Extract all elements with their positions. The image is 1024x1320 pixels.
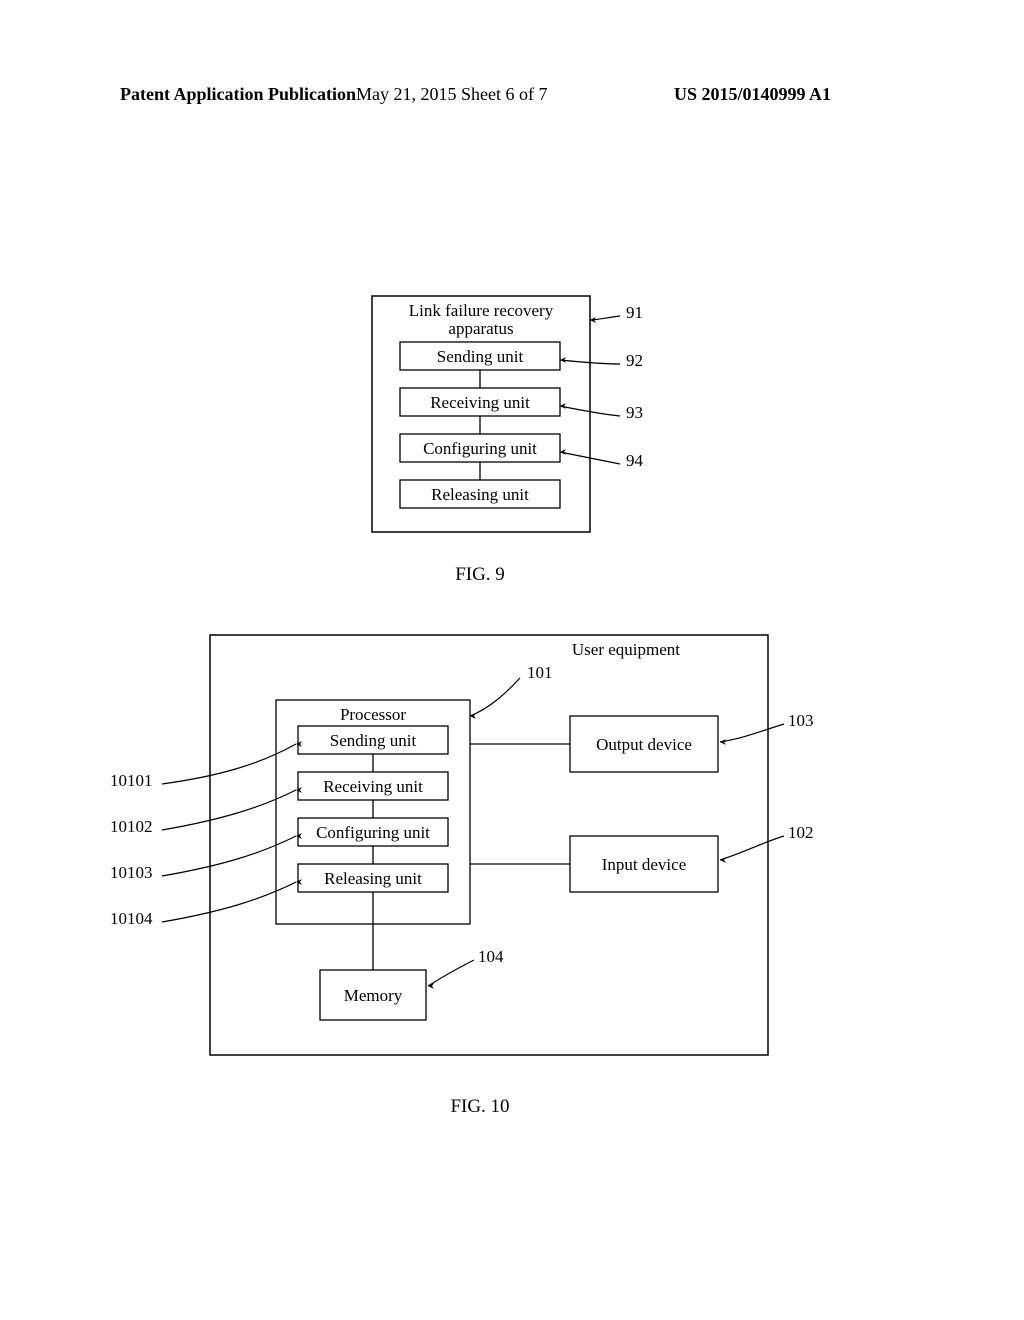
svg-text:Input device: Input device	[602, 855, 687, 874]
svg-text:10102: 10102	[110, 817, 153, 836]
svg-text:Output device: Output device	[596, 735, 692, 754]
svg-text:101: 101	[527, 663, 553, 682]
svg-text:10103: 10103	[110, 863, 153, 882]
svg-text:104: 104	[478, 947, 504, 966]
svg-text:FIG. 10: FIG. 10	[450, 1096, 509, 1117]
svg-text:Receiving unit: Receiving unit	[323, 777, 423, 796]
svg-text:10101: 10101	[110, 771, 153, 790]
svg-text:Configuring unit: Configuring unit	[316, 823, 430, 842]
svg-text:93: 93	[626, 403, 643, 422]
diagram-svg: Link failure recoveryapparatus Sending un…	[0, 0, 1024, 1320]
svg-text:Processor: Processor	[340, 705, 406, 724]
svg-text:92: 92	[626, 351, 643, 370]
svg-text:102: 102	[788, 823, 814, 842]
svg-text:103: 103	[788, 711, 814, 730]
svg-text:FIG. 9: FIG. 9	[455, 564, 505, 585]
svg-text:Releasing unit: Releasing unit	[431, 485, 529, 504]
svg-text:Memory: Memory	[344, 986, 403, 1005]
svg-text:94: 94	[626, 451, 644, 470]
svg-text:Configuring unit: Configuring unit	[423, 439, 537, 458]
svg-text:91: 91	[626, 303, 643, 322]
svg-text:Link failure recoveryapparatus: Link failure recoveryapparatus	[409, 301, 554, 338]
svg-text:Sending unit: Sending unit	[437, 347, 524, 366]
svg-text:10104: 10104	[110, 909, 153, 928]
svg-text:Sending unit: Sending unit	[330, 731, 417, 750]
svg-text:User equipment: User equipment	[572, 640, 680, 659]
svg-text:Releasing unit: Releasing unit	[324, 869, 422, 888]
svg-text:Receiving unit: Receiving unit	[430, 393, 530, 412]
